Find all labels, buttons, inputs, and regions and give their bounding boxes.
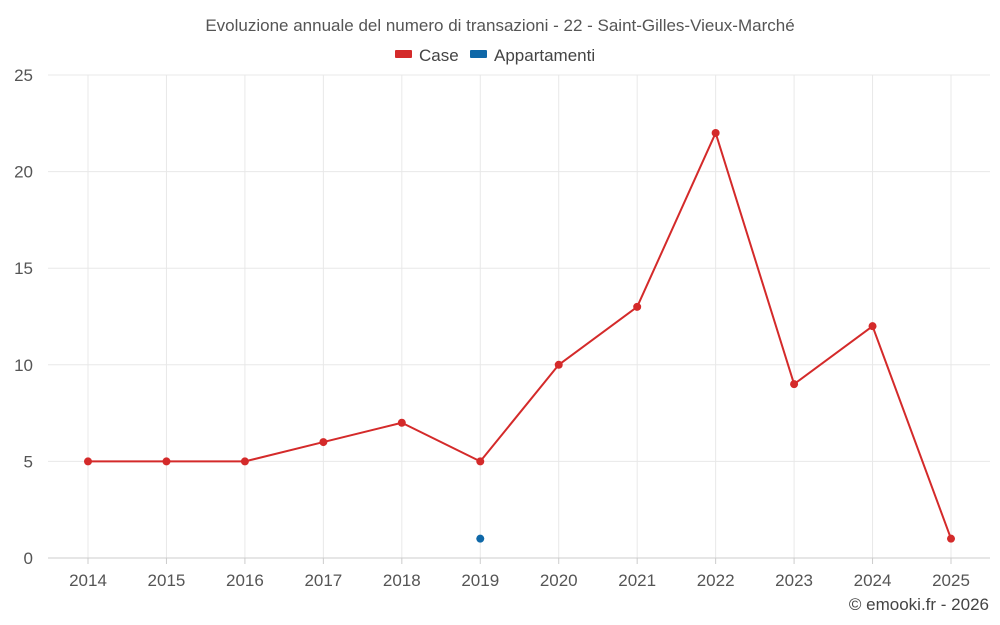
legend-item-appartamenti[interactable]: Appartamenti xyxy=(470,46,595,65)
data-point-case[interactable] xyxy=(397,418,406,427)
data-point-case[interactable] xyxy=(711,128,720,137)
x-tick-label: 2024 xyxy=(854,571,892,590)
data-point-case[interactable] xyxy=(790,380,799,389)
x-tick-label: 2023 xyxy=(775,571,813,590)
data-point-case[interactable] xyxy=(162,457,171,466)
series-line-case xyxy=(88,131,952,540)
data-point-appartamenti[interactable] xyxy=(476,534,485,543)
legend-label-case: Case xyxy=(419,46,459,65)
y-tick-label: 10 xyxy=(14,356,33,375)
legend: Case Appartamenti xyxy=(395,46,595,65)
data-point-case[interactable] xyxy=(554,360,563,369)
x-tick-label: 2016 xyxy=(226,571,264,590)
x-tick-label: 2018 xyxy=(383,571,421,590)
data-point-case[interactable] xyxy=(868,322,877,331)
credit-text: © emooki.fr - 2026 xyxy=(849,595,989,614)
legend-item-case[interactable]: Case xyxy=(395,46,459,65)
data-point-case[interactable] xyxy=(947,534,955,543)
data-point-case[interactable] xyxy=(240,457,249,466)
series-layer xyxy=(84,128,955,543)
legend-swatch-case xyxy=(395,50,412,58)
chart-title: Evoluzione annuale del numero di transaz… xyxy=(205,16,794,35)
data-point-case[interactable] xyxy=(633,302,642,311)
data-point-case[interactable] xyxy=(319,438,328,447)
data-point-case[interactable] xyxy=(84,457,92,466)
legend-swatch-appartamenti xyxy=(470,50,487,58)
y-tick-label: 20 xyxy=(14,163,33,182)
x-tick-label: 2022 xyxy=(697,571,735,590)
x-tick-label: 2015 xyxy=(148,571,186,590)
y-tick-label: 25 xyxy=(14,66,33,85)
y-tick-label: 0 xyxy=(24,549,33,568)
y-tick-label: 5 xyxy=(24,452,33,471)
grid xyxy=(48,74,990,558)
x-tick-label: 2019 xyxy=(461,571,499,590)
legend-label-appartamenti: Appartamenti xyxy=(494,46,595,65)
data-point-case[interactable] xyxy=(476,457,485,466)
y-axis: 0 5 10 15 20 25 xyxy=(14,66,33,568)
x-tick-label: 2020 xyxy=(540,571,578,590)
y-tick-label: 15 xyxy=(14,259,33,278)
x-tick-label: 2021 xyxy=(618,571,656,590)
x-tick-label: 2017 xyxy=(304,571,342,590)
x-axis: 2014 2015 2016 2017 2018 2019 2020 2021 2022 2023… xyxy=(69,558,970,590)
x-tick-label: 2025 xyxy=(932,571,970,590)
x-tick-label: 2014 xyxy=(69,571,107,590)
